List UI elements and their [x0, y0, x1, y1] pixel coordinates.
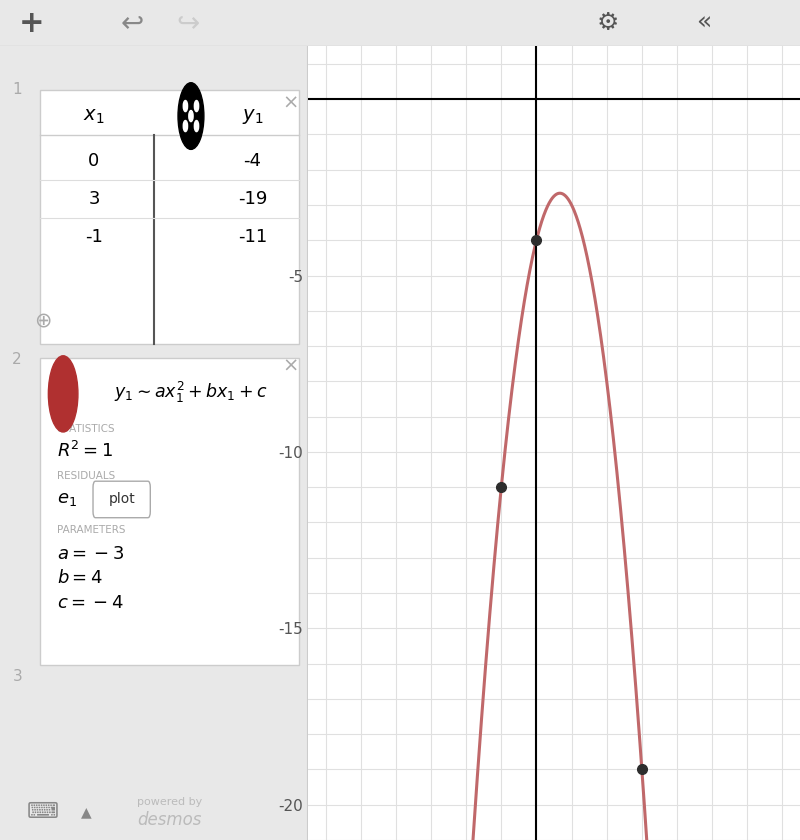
Text: $b = 4$: $b = 4$	[57, 569, 103, 587]
Text: powered by: powered by	[137, 797, 202, 807]
Text: $R^2 = 1$: $R^2 = 1$	[57, 441, 113, 461]
FancyBboxPatch shape	[40, 90, 298, 344]
Circle shape	[48, 356, 78, 432]
Text: -19: -19	[238, 190, 267, 207]
Circle shape	[178, 82, 204, 150]
Text: $e_1$: $e_1$	[57, 490, 77, 507]
Text: plot: plot	[108, 492, 135, 507]
Text: 1: 1	[12, 82, 22, 97]
Text: 2: 2	[12, 352, 22, 367]
Circle shape	[183, 101, 187, 112]
Text: ×: ×	[282, 94, 298, 113]
FancyBboxPatch shape	[93, 481, 150, 517]
Text: -1: -1	[85, 228, 103, 246]
Text: $y_1 \sim ax_1^2 + bx_1 + c$: $y_1 \sim ax_1^2 + bx_1 + c$	[114, 380, 268, 405]
Text: ↪: ↪	[176, 9, 200, 37]
Circle shape	[194, 101, 198, 112]
Text: ⊕: ⊕	[34, 310, 52, 330]
Text: desmos: desmos	[138, 811, 202, 829]
Text: $y_1$: $y_1$	[242, 107, 263, 125]
Text: RESIDUALS: RESIDUALS	[57, 471, 115, 481]
Text: ↩: ↩	[120, 9, 144, 37]
Text: $x_1$: $x_1$	[83, 107, 105, 125]
Text: 3: 3	[88, 190, 100, 207]
Text: STATISTICS: STATISTICS	[57, 424, 114, 433]
Text: PARAMETERS: PARAMETERS	[57, 525, 126, 535]
Text: ⌨: ⌨	[27, 802, 59, 822]
Text: 0: 0	[88, 151, 99, 170]
Text: 3: 3	[12, 669, 22, 685]
Text: +: +	[19, 8, 45, 38]
FancyBboxPatch shape	[40, 358, 298, 665]
Text: ⚙: ⚙	[597, 11, 619, 35]
Circle shape	[183, 120, 187, 132]
Text: -11: -11	[238, 228, 267, 246]
Text: -4: -4	[243, 151, 262, 170]
Text: ∿: ∿	[54, 384, 73, 404]
Text: ▲: ▲	[81, 806, 91, 819]
Text: ×: ×	[282, 356, 298, 375]
Text: «: «	[696, 11, 712, 35]
Text: $a = -3$: $a = -3$	[57, 545, 124, 564]
Circle shape	[194, 120, 198, 132]
Text: $c = -4$: $c = -4$	[57, 595, 123, 612]
Circle shape	[189, 111, 193, 122]
